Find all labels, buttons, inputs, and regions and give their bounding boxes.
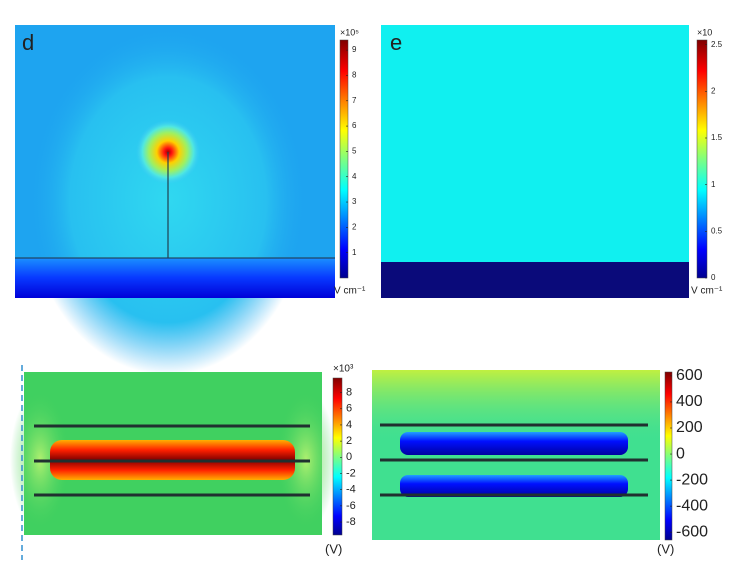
colorbar-unit: (V) <box>325 541 342 556</box>
colorbar-tick-label: 1.5 <box>711 133 723 142</box>
colorbar-exponent: ×10 <box>697 27 712 37</box>
colorbar-tick-label: 6 <box>346 403 352 415</box>
colorbar-tick-label: 2 <box>346 435 352 447</box>
colorbar-tick-label: 200 <box>676 419 703 436</box>
panel-label: d <box>22 30 34 55</box>
field-potential-1 <box>10 372 336 535</box>
colorbar-unit: (V) <box>657 541 674 556</box>
colorbar-tick-label: -200 <box>676 471 708 488</box>
colorbar-tick-label: -6 <box>346 500 356 512</box>
colorbar-tick-label: 4 <box>346 419 352 431</box>
colorbar-tick-label: 7 <box>352 96 357 105</box>
colorbar-tick-label: 9 <box>352 45 357 54</box>
colorbar-tick-label: 2 <box>711 86 716 95</box>
colorbar-tick-label: 3 <box>352 197 357 206</box>
colorbar-tick-label: 2 <box>352 222 357 231</box>
colorbar-tick-label: -400 <box>676 497 708 514</box>
colorbar-tick-label: 8 <box>352 71 357 80</box>
colorbar-tick-label: -600 <box>676 523 708 540</box>
colorbar-tick-label: 0 <box>711 273 716 282</box>
colorbar-tick-label: 6 <box>352 121 357 130</box>
panel-label: e <box>390 30 402 55</box>
colorbar-tick-label: 0 <box>346 451 352 463</box>
colorbar-exponent: ×10³ <box>333 364 354 375</box>
colorbar-tick-label: 5 <box>352 147 357 156</box>
colorbar-tick-label: -8 <box>346 516 356 528</box>
colorbar <box>664 371 673 541</box>
colorbar-tick-label: 8 <box>346 386 352 398</box>
colorbar-unit: V cm⁻¹ <box>334 286 366 297</box>
colorbar-tick-label: 400 <box>676 393 703 410</box>
colorbar-tick-label: -2 <box>346 467 356 479</box>
field-d <box>15 25 335 375</box>
colorbar-tick-label: 600 <box>676 367 703 384</box>
colorbar-tick-label: 0 <box>676 445 685 462</box>
colorbar-tick-label: 1 <box>352 248 357 257</box>
field-potential-2 <box>372 370 660 540</box>
colorbar-tick-label: 4 <box>352 172 357 181</box>
colorbar <box>339 39 349 279</box>
colorbar <box>696 39 708 279</box>
colorbar-tick-label: -4 <box>346 484 356 496</box>
field-e <box>381 25 689 298</box>
colorbar-unit: V cm⁻¹ <box>691 286 723 297</box>
colorbar <box>332 377 343 536</box>
colorbar-tick-label: 1 <box>711 180 716 189</box>
colorbar-exponent: ×10⁵ <box>340 27 359 37</box>
colorbar-tick-label: 2.5 <box>711 40 723 49</box>
colorbar-tick-label: 0.5 <box>711 226 723 235</box>
